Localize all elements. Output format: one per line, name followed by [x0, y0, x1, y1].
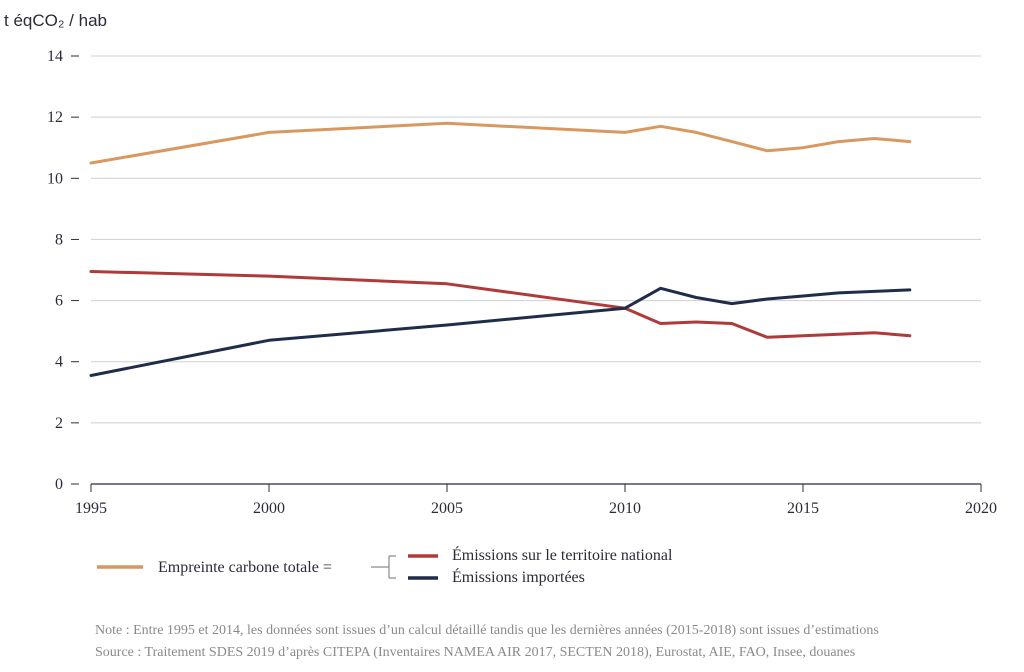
y-tick-label: 12: [47, 109, 63, 126]
y-axis-label: t éqCO₂ / hab: [4, 11, 107, 30]
legend-bracket: [371, 555, 396, 579]
chart-note: Note : Entre 1995 et 2014, les données s…: [95, 623, 879, 638]
legend-label-importees: Émissions importées: [452, 567, 585, 586]
y-tick-label: 4: [55, 354, 63, 371]
series-line-0: [89, 121, 912, 165]
series-line-1: [89, 270, 912, 339]
x-tick-label: 1995: [75, 500, 107, 517]
legend-label-territoire: Émissions sur le territoire national: [452, 545, 673, 564]
chart-source: Source : Traitement SDES 2019 d’après CI…: [95, 645, 855, 660]
x-tick-label: 2015: [787, 500, 819, 517]
x-tick-label: 2020: [965, 500, 997, 517]
x-tick-label: 2010: [609, 500, 641, 517]
legend: Empreinte carbone totale = Émissions sur…: [97, 545, 673, 586]
x-tick-label: 2005: [431, 500, 463, 517]
legend-label-empreinte: Empreinte carbone totale =: [158, 559, 332, 576]
y-tick-label: 6: [55, 293, 63, 310]
series-line-2: [89, 286, 912, 377]
y-tick-label: 14: [47, 48, 63, 65]
y-tick-label: 0: [55, 476, 63, 493]
y-tick-label: 8: [55, 231, 63, 248]
y-tick-label: 10: [47, 170, 63, 187]
x-tick-label: 2000: [253, 500, 285, 517]
y-tick-label: 2: [55, 415, 63, 432]
